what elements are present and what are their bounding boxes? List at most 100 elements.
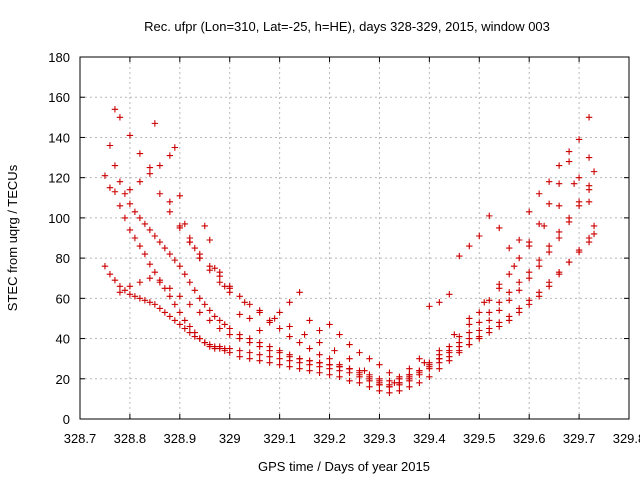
data-point [276,309,283,316]
data-point [226,345,233,352]
y-tick-label: 160 [48,90,70,105]
data-point [171,317,179,324]
data-point [276,361,283,368]
data-point [585,198,593,205]
x-axis: 328.7 328.8 328.9 329 329.1 329.2 329.3 329.4 32… [64,57,640,446]
plot-frame [79,56,630,420]
data-point [116,289,124,296]
data-point [516,309,523,316]
data-point [416,369,423,376]
data-point [186,301,193,308]
data-point [206,317,213,324]
data-point [156,162,164,169]
data-point [540,222,548,230]
data-point [476,319,483,326]
data-point [306,357,313,364]
data-point [406,383,413,391]
data-point [565,158,573,165]
data-point [236,293,243,300]
data-point [151,232,159,240]
data-point [146,164,154,171]
data-point [296,339,303,346]
data-point [136,295,144,302]
data-point [201,339,208,346]
data-point [466,315,473,322]
data-point [326,361,333,368]
data-point [286,299,293,306]
data-point [456,252,463,260]
data-point [535,256,543,264]
data-point [276,325,283,332]
data-point [535,293,543,300]
data-point [545,178,553,185]
data-point [126,226,134,234]
data-point [106,184,114,191]
data-point [276,349,283,356]
data-point [565,148,573,155]
data-point [316,339,323,346]
data-point [326,371,333,378]
data-point [585,182,593,189]
data-point [151,301,159,308]
data-point [211,313,218,320]
y-tick-label: 140 [48,130,70,145]
data-point [166,208,174,216]
data-point [436,365,443,372]
data-point [236,311,243,318]
data-point [146,260,154,268]
data-point [391,379,398,386]
data-point [516,236,523,244]
data-point [161,309,169,316]
data-point [221,283,228,290]
data-point [466,321,473,328]
data-point [286,333,293,340]
data-point [366,373,373,380]
data-point [166,152,174,159]
data-point [126,132,134,139]
chart-title: Rec. ufpr (Lon=310, Lat=-25, h=HE), days… [144,19,550,34]
data-point [286,353,293,360]
data-point [156,279,164,286]
data-point [136,150,144,157]
data-point [276,355,283,362]
x-tick-label: 329.1 [263,431,296,446]
data-point [496,281,503,288]
data-point [585,154,593,161]
data-point [236,353,243,360]
y-axis: 0 20 40 60 80 100 120 140 160 180 [48,50,629,427]
data-point [186,323,193,330]
x-axis-label: GPS time / Days of year 2015 [258,459,430,474]
data-point [446,347,453,354]
data-point [246,339,253,346]
data-point [396,373,403,380]
data-point [256,343,263,350]
data-point [121,214,129,222]
data-point [316,359,323,366]
data-point [336,373,343,380]
data-point [326,321,333,328]
data-point [226,325,233,332]
data-point [256,307,263,314]
data-point [306,317,313,324]
data-point [545,283,553,290]
data-point [141,297,149,304]
data-point [585,114,593,121]
data-point [545,242,553,250]
y-tick-label: 60 [56,291,70,306]
data-point [246,315,253,322]
data-point [131,208,139,216]
data-point [366,355,373,362]
data-points [101,106,598,397]
data-point [116,178,124,185]
data-point [136,178,144,185]
data-point [126,283,134,290]
data-point [126,186,134,193]
data-point [166,293,174,300]
data-point [565,258,573,266]
data-point [171,301,179,308]
data-point [466,242,473,250]
y-tick-label: 0 [63,412,70,427]
data-point [486,329,493,336]
data-point [171,256,179,264]
